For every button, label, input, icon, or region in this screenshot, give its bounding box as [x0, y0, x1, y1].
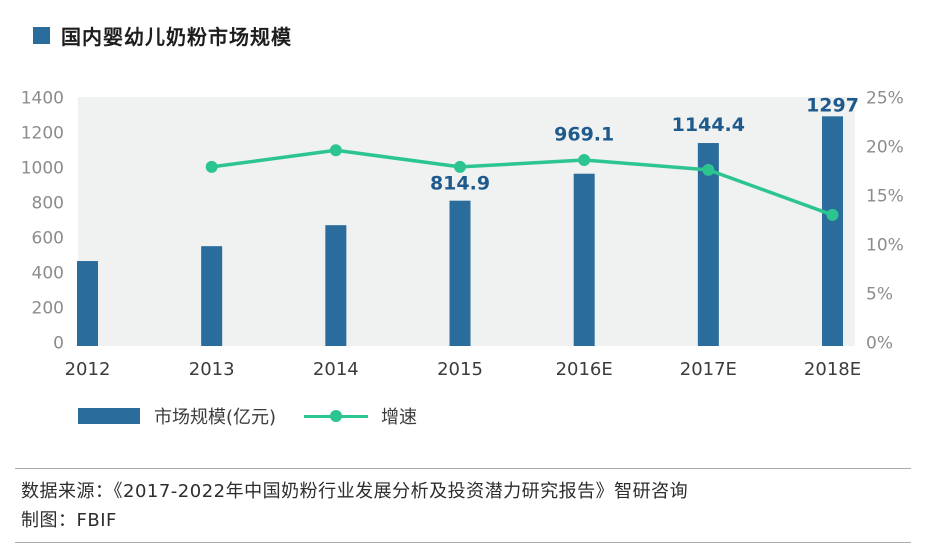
combo-chart: 1400 1200 1000 800 600 400 200 0 25% 20% 15% 10% 5% 0…	[21, 88, 904, 380]
x-axis-label-2012: 2012	[65, 359, 111, 380]
credit-text: 制图：FBIF	[21, 510, 117, 531]
legend-line-marker	[304, 409, 369, 423]
growth-point-2015	[454, 160, 467, 173]
x-axis-label-2016E: 2016E	[556, 359, 613, 380]
legend-bar-label: 市场规模(亿元)	[154, 407, 277, 428]
legend-line-dot	[330, 410, 343, 422]
left-axis-tick: 0	[53, 333, 64, 353]
x-axis-label-2013: 2013	[189, 359, 235, 380]
x-axis-label-2015: 2015	[437, 359, 483, 380]
bar-2012	[77, 261, 98, 346]
chart-title-row: 国内婴幼儿奶粉市场规模	[33, 21, 292, 50]
right-axis-tick: 15%	[866, 186, 904, 206]
bar-value-label: 1144.4	[672, 114, 745, 136]
right-axis-tick: 20%	[866, 137, 904, 157]
page-title: 国内婴幼儿奶粉市场规模	[61, 25, 292, 49]
data-source-text: 数据来源：《2017-2022年中国奶粉行业发展分析及投资潜力研究报告》智研咨询	[21, 481, 689, 502]
bar-value-label: 814.9	[430, 173, 490, 195]
left-axis-tick: 800	[32, 193, 64, 213]
right-axis-tick: 10%	[866, 235, 904, 255]
left-axis-tick: 200	[32, 298, 64, 318]
left-axis-tick: 600	[32, 228, 64, 248]
right-axis-tick: 0%	[866, 333, 893, 353]
footer-top-divider	[15, 468, 911, 469]
growth-point-2018E	[826, 208, 839, 221]
bar-2014	[325, 225, 347, 346]
growth-point-2017E	[702, 163, 715, 176]
x-axis-label-2018E: 2018E	[804, 359, 861, 380]
legend-bar-swatch	[78, 408, 140, 424]
left-axis-tick: 400	[32, 263, 64, 283]
right-axis-tick: 5%	[866, 284, 893, 304]
left-axis-tick: 1200	[21, 123, 64, 143]
bar-2017E	[697, 143, 719, 346]
growth-point-2013	[205, 160, 218, 173]
growth-point-2016E	[578, 154, 591, 167]
bar-2015	[449, 200, 471, 346]
x-axis-label-2014: 2014	[313, 359, 359, 380]
footer-bottom-divider	[15, 542, 911, 543]
x-axis-label-2017E: 2017E	[680, 359, 737, 380]
right-axis-tick: 25%	[866, 88, 904, 108]
title-bullet-square	[33, 27, 50, 44]
bar-2016E	[573, 173, 595, 346]
left-axis-tick: 1000	[21, 158, 64, 178]
bar-value-label: 969.1	[554, 124, 614, 146]
bar-value-label: 1297	[806, 94, 859, 116]
growth-line	[211, 148, 834, 217]
chart-legend: 市场规模(亿元) 增速	[78, 406, 418, 428]
left-axis-tick: 1400	[21, 88, 64, 108]
legend-line-label: 增速	[381, 407, 418, 428]
bar-2013	[201, 246, 223, 346]
bar-2018E	[822, 116, 844, 346]
growth-point-2014	[329, 144, 342, 157]
